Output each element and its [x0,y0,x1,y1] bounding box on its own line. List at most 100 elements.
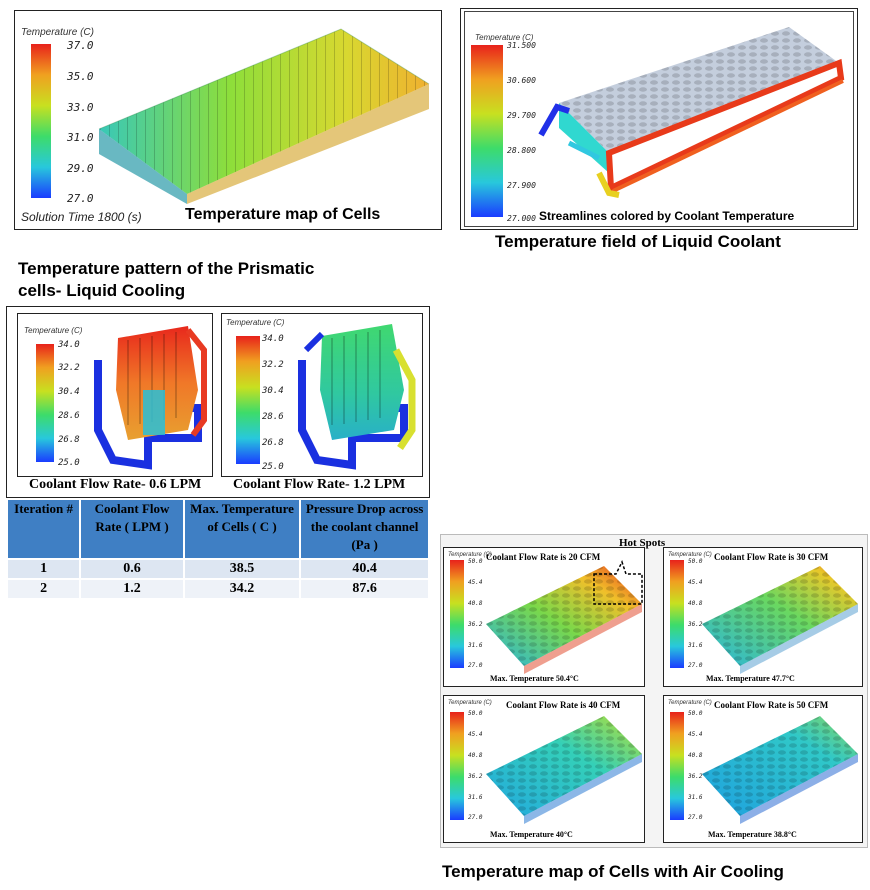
table-header: Max. Temperature of Cells ( C ) [182,498,302,560]
scale-tick: 27.000 [507,214,536,223]
scale-tick: 25.0 [262,462,284,472]
scale-title: Temperature (C) [226,318,285,327]
scale-tick: 31.0 [67,131,94,144]
scale-tick: 32.2 [262,360,284,370]
hot-spots-label: Hot Spots [619,537,666,549]
liquid-coolant-title: Temperature field of Liquid Coolant [495,232,781,251]
scale-tick: 32.2 [58,363,80,373]
scale-tick: 31.500 [507,41,536,50]
color-scale-bar [236,336,260,464]
scale-tick: 45.4 [688,731,703,738]
table-header: Coolant Flow Rate ( LPM ) [79,498,185,560]
scale-tick: 36.2 [688,773,703,780]
scale-tick: 40.8 [468,600,483,607]
table-cell: 1 [5,558,82,580]
color-scale-bar [450,712,464,820]
air-cooled-cells-image [486,566,642,674]
left-flow-caption: Coolant Flow Rate- 0.6 LPM [29,477,202,492]
color-scale-bar [670,560,684,668]
scale-tick: 33.0 [67,101,94,114]
scale-title: Temperature (C) [668,552,712,558]
scale-tick: 27.0 [468,814,483,821]
prismatic-title-line2: cells- Liquid Cooling [18,281,186,300]
scale-tick: 45.4 [468,579,483,586]
prismatic-liquid-cooling-panel: Temperature (C) 34.0 32.2 30.4 28.6 26.8… [6,306,430,498]
air-panel-heading: Coolant Flow Rate is 20 CFM [486,552,601,562]
coolant-streamlines-image [538,27,845,198]
scale-tick: 50.0 [688,558,703,565]
scale-tick: 37.0 [67,39,94,52]
air-panel-heading: Coolant Flow Rate is 30 CFM [714,552,829,562]
table-header: Pressure Drop across the coolant channel… [299,498,430,560]
scale-title: Temperature (C) [24,326,83,335]
scale-tick: 30.600 [507,76,536,85]
right-flow-caption: Coolant Flow Rate- 1.2 LPM [233,477,406,492]
air-panel-max: Max. Temperature 50.4°C [490,674,579,683]
air-panel-50-cfm: Temperature (C) 50.0 45.4 40.8 36.2 31.6… [663,695,863,843]
scale-tick: 40.8 [468,752,483,759]
table-cell: 34.2 [182,578,302,600]
prismatic-title-line1: Temperature pattern of the Prismatic [18,259,315,278]
prismatic-right-subpanel: Temperature (C) 34.0 32.2 30.4 28.6 26.8… [221,313,423,477]
scale-title: Temperature (C) [668,700,712,706]
scale-tick: 27.0 [67,192,94,205]
prismatic-cells-image [298,324,416,470]
air-cooling-figure: Hot Spots Temperature (C) 50.0 45.4 40.8… [440,534,868,848]
scale-tick: 26.8 [58,435,80,445]
scale-tick: 36.2 [688,621,703,628]
scale-title: Temperature (C) [475,33,534,42]
scale-tick: 50.0 [688,710,703,717]
table-cell: 1.2 [79,578,185,600]
air-panel-40-cfm: Temperature (C) 50.0 45.4 40.8 36.2 31.6… [443,695,645,843]
scale-title: Temperature (C) [448,700,492,706]
scale-tick: 28.800 [507,146,536,155]
scale-tick: 26.8 [262,438,284,448]
inner-frame [464,11,854,227]
table-header: Iteration # [5,498,82,560]
table-row: 2 1.2 34.2 87.6 [5,578,430,600]
air-panel-30-cfm: Temperature (C) 50.0 45.4 40.8 36.2 31.6… [663,547,863,687]
table-cell: 38.5 [182,558,302,580]
scale-tick: 34.0 [262,334,284,344]
table-row: 1 0.6 38.5 40.4 [5,558,430,580]
scale-tick: 31.6 [688,642,703,649]
scale-tick: 36.2 [468,621,483,628]
air-panel-max: Max. Temperature 38.8°C [708,830,797,839]
cylindrical-cells-pack-image [98,28,430,204]
scale-tick: 31.6 [468,794,483,801]
cells-map-caption: Temperature map of Cells [185,206,381,223]
table-cell: 2 [5,578,82,600]
scale-tick: 50.0 [468,558,483,565]
air-panel-20-cfm: Temperature (C) 50.0 45.4 40.8 36.2 31.6… [443,547,645,687]
cells-temperature-panel: Temperature (C) 37.0 35.0 33.0 31.0 29.0… [14,10,442,230]
scale-tick: 34.0 [58,340,80,350]
air-cooled-cells-image [702,716,858,824]
scale-tick: 27.0 [468,662,483,669]
scale-tick: 45.4 [468,731,483,738]
air-cooled-cells-image [702,566,858,674]
scale-tick: 25.0 [58,458,80,468]
liquid-cooling-results-table: Iteration # Coolant Flow Rate ( LPM ) Ma… [5,498,430,600]
scale-tick: 31.6 [688,794,703,801]
color-scale-bar [471,45,503,217]
air-cooled-cells-image [486,716,642,824]
scale-tick: 35.0 [67,70,94,83]
scale-tick: 50.0 [468,710,483,717]
scale-title: Temperature (C) [21,27,94,38]
scale-title: Temperature (C) [448,552,492,558]
color-scale-bar [670,712,684,820]
scale-tick: 27.0 [688,662,703,669]
scale-tick: 27.0 [688,814,703,821]
scale-tick: 27.900 [507,181,536,190]
prismatic-cells-image [94,326,207,470]
prismatic-left-subpanel: Temperature (C) 34.0 32.2 30.4 28.6 26.8… [17,313,213,477]
air-panel-heading: Coolant Flow Rate is 40 CFM [506,700,621,710]
scale-tick: 30.4 [262,386,284,396]
color-scale-bar [31,44,51,198]
scale-tick: 31.6 [468,642,483,649]
scale-tick: 40.8 [688,752,703,759]
scale-tick: 36.2 [468,773,483,780]
color-scale-bar [450,560,464,668]
scale-tick: 45.4 [688,579,703,586]
air-panel-max: Max. Temperature 40°C [490,830,573,839]
